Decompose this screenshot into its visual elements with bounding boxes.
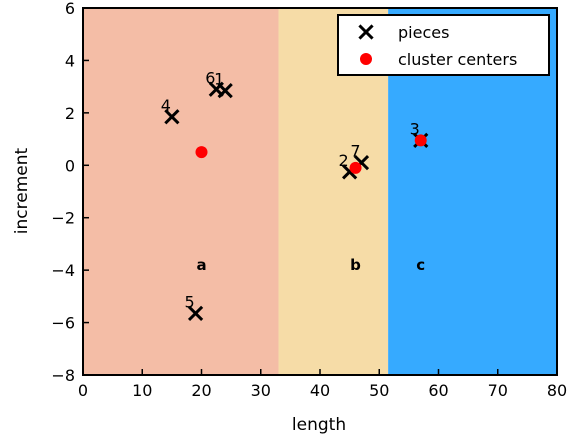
x-tick-label: 0 (78, 381, 88, 400)
region-label-b: b (350, 256, 361, 274)
y-tick-label: 6 (65, 0, 75, 18)
region-label-c: c (416, 256, 425, 274)
legend-box (337, 14, 550, 76)
legend: pieces cluster centers (337, 14, 550, 76)
x-tick-label: 60 (428, 381, 448, 400)
x-tick-label: 10 (132, 381, 152, 400)
y-tick-label: 0 (65, 156, 75, 175)
axes-layer: 0 10 20 30 40 50 60 70 80 −8 −6 −4 −2 0 2 4 6 (51, 0, 567, 400)
legend-label: pieces (398, 23, 449, 42)
region-label-a: a (196, 256, 206, 274)
legend-pieces-marker (358, 24, 374, 40)
y-tick-label: 4 (65, 51, 75, 70)
piece-label: 3 (410, 119, 420, 138)
x-tick-label: 50 (369, 381, 389, 400)
x-tick-label: 40 (310, 381, 330, 400)
y-axis-label: increment (12, 147, 32, 234)
piece-marker (208, 81, 224, 97)
y-tick-label: −4 (51, 261, 75, 280)
legend-label: cluster centers (398, 50, 517, 69)
y-tick-label: −2 (51, 209, 75, 228)
y-tick-label: −6 (51, 314, 75, 333)
piece-label: 6 (205, 68, 215, 87)
x-tick-label: 80 (547, 381, 567, 400)
piece-label: 5 (184, 292, 194, 311)
cluster-center-marker (195, 146, 208, 159)
region-a-band (83, 8, 279, 375)
piece-label: 1 (214, 70, 224, 89)
legend-cluster-centers-marker (360, 53, 372, 65)
x-tick-label: 20 (191, 381, 211, 400)
cluster-center-marker (414, 134, 427, 147)
x-tick-label: 70 (488, 381, 508, 400)
piece-label: 7 (350, 142, 360, 161)
y-tick-label: 2 (65, 104, 75, 123)
marks-layer: 1 2 3 4 5 6 7 (161, 68, 429, 322)
x-tick-label: 30 (251, 381, 271, 400)
piece-label: 4 (161, 96, 171, 115)
piece-label: 2 (339, 151, 349, 170)
piece-marker (164, 109, 180, 125)
x-axis-label: length (292, 415, 346, 435)
cluster-center-marker (349, 161, 362, 174)
piece-marker (187, 305, 204, 322)
y-tick-label: −8 (51, 366, 75, 385)
